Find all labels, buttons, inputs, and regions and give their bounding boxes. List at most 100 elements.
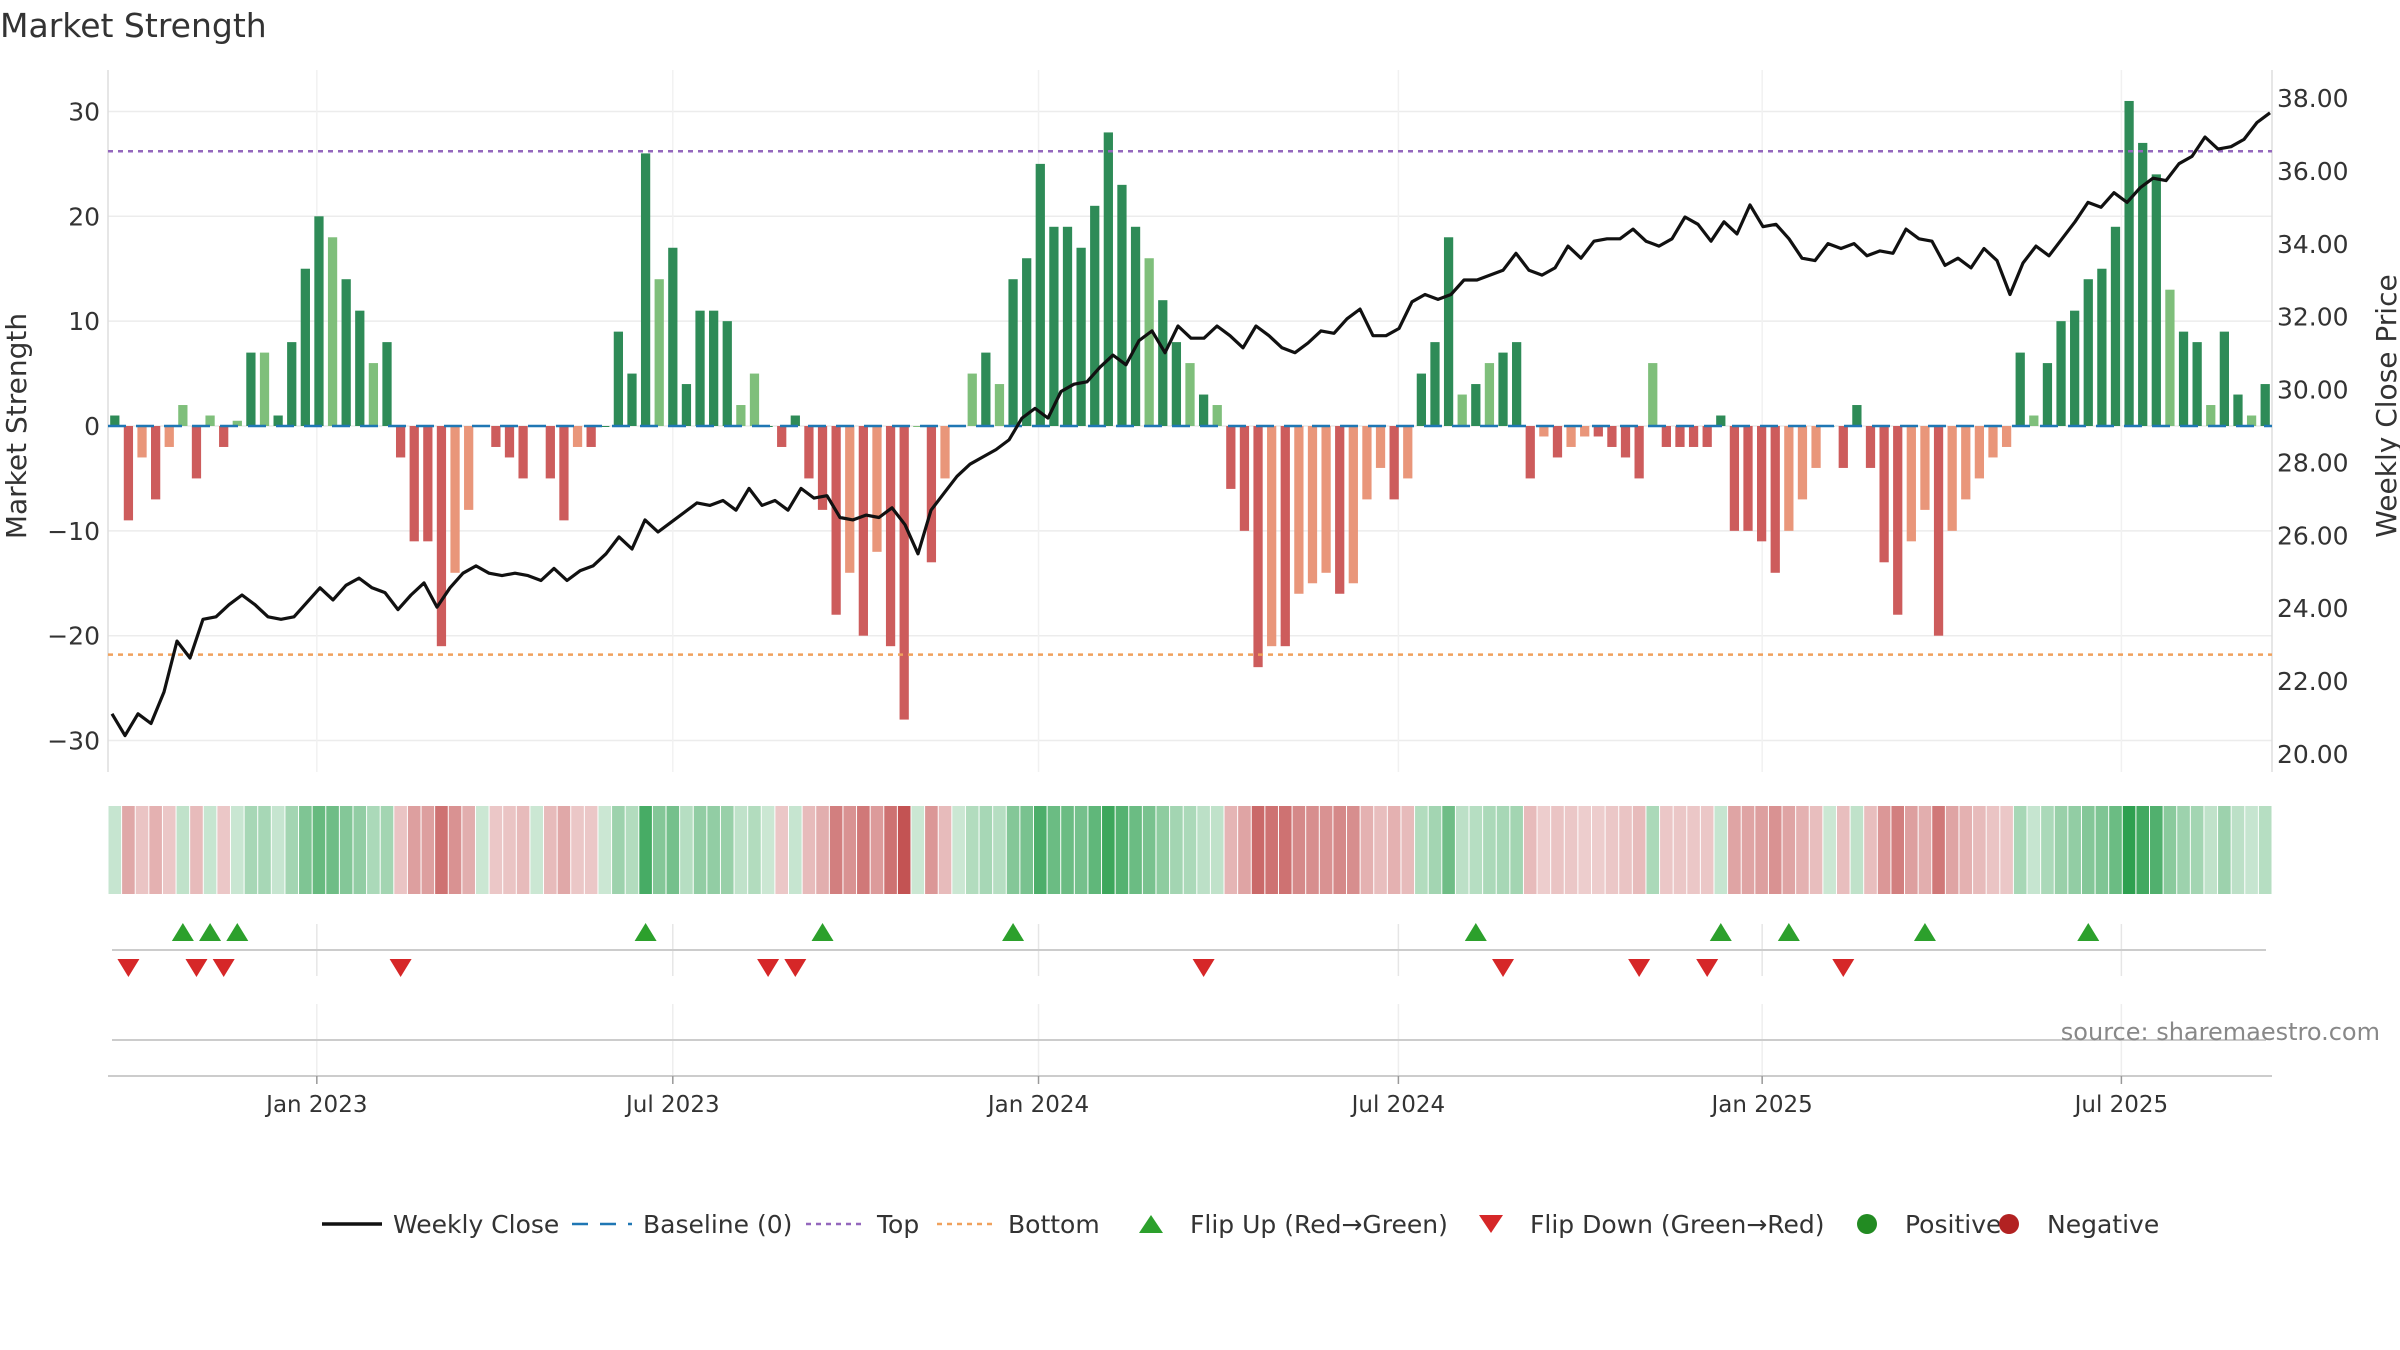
strength-heat-cell (897, 806, 911, 894)
flip-down-marker (117, 959, 140, 977)
strength-heat-cell (612, 806, 625, 894)
y-right-tick-label: 26.00 (2277, 521, 2349, 550)
strength-bar (2083, 279, 2093, 426)
strength-heat-cell (925, 806, 938, 894)
strength-heat-cell (1510, 806, 1523, 894)
y-right-tick-label: 22.00 (2277, 667, 2349, 696)
strength-bar (1280, 426, 1290, 647)
strength-heat-cell (1183, 806, 1197, 894)
strength-bar (1185, 363, 1195, 426)
strength-heat-cell (557, 806, 571, 894)
strength-heat-cell (1619, 806, 1632, 894)
strength-bar (287, 342, 297, 426)
strength-bar (1430, 342, 1440, 426)
strength-heat-cell (2163, 806, 2177, 894)
strength-bar (1702, 426, 1712, 447)
strength-bar (668, 247, 678, 426)
strength-heat-cell (2218, 806, 2231, 894)
strength-bar (219, 426, 229, 447)
strength-heat-cell (761, 806, 775, 894)
strength-bar (2165, 289, 2175, 426)
strength-heat-cell (380, 806, 394, 894)
strength-bar (1171, 342, 1182, 426)
strength-bar (246, 352, 256, 426)
legend-swatch-circle (1857, 1214, 1877, 1234)
strength-heat-cell (2041, 806, 2054, 894)
strength-bar (1552, 426, 1563, 458)
strength-heat-cell (1278, 806, 1292, 894)
strength-heat-cell (707, 806, 720, 894)
strength-bar (940, 426, 950, 479)
strength-heat-cell (2190, 806, 2204, 894)
strength-bar (1893, 426, 1903, 615)
strength-heat-cell (1306, 806, 1319, 894)
strength-bar (1770, 426, 1780, 573)
strength-bar (2260, 384, 2270, 426)
strength-heat-cell (693, 806, 707, 894)
strength-heat-cell (271, 806, 285, 894)
strength-heat-cell (1605, 806, 1619, 894)
strength-heat-cell (299, 806, 312, 894)
strength-bar (2219, 331, 2229, 426)
strength-bar (178, 405, 188, 426)
strength-heat-cell (176, 806, 190, 894)
strength-bar (899, 426, 909, 720)
legend-label: Top (876, 1210, 919, 1239)
strength-bar (2110, 226, 2121, 426)
strength-heat-cell (2136, 806, 2150, 894)
strength-heat-cell (2150, 806, 2163, 894)
strength-heat-cell (1210, 806, 1224, 894)
strength-bar (981, 352, 991, 426)
strength-heat-cell (2109, 806, 2122, 894)
strength-heat-cell (1891, 806, 1905, 894)
strength-bar (341, 279, 351, 426)
y-right-tick-label: 28.00 (2277, 448, 2349, 477)
legend-label: Bottom (1008, 1210, 1100, 1239)
strength-bar (2151, 174, 2161, 426)
y-right-tick-label: 32.00 (2277, 303, 2349, 332)
strength-heat-cell (1973, 806, 1986, 894)
strength-heat-cell (789, 806, 802, 894)
strength-heat-cell (353, 806, 367, 894)
strength-bar (1090, 205, 1100, 426)
strength-bar (314, 216, 324, 426)
strength-heat-cell (639, 806, 652, 894)
strength-heat-cell (625, 806, 639, 894)
strength-heat-cell (339, 806, 353, 894)
strength-bar (1335, 426, 1345, 594)
strength-heat-cell (2027, 806, 2041, 894)
x-tick-label: Jan 2025 (1710, 1092, 1813, 1118)
flip-down-marker (757, 959, 780, 977)
strength-heat-cell (870, 806, 884, 894)
strength-heat-cell (108, 806, 122, 894)
strength-bar (1321, 426, 1331, 573)
strength-bar (1130, 226, 1141, 426)
strength-bar (885, 426, 896, 647)
strength-heat-cell (503, 806, 516, 894)
strength-heat-cell (1415, 806, 1428, 894)
strength-bar (1920, 426, 1930, 510)
strength-heat-cell (1823, 806, 1836, 894)
strength-bar (1784, 426, 1794, 531)
strength-heat-cell (1319, 806, 1333, 894)
flip-up-marker (634, 923, 657, 941)
strength-bar (382, 342, 392, 426)
strength-heat-cell (544, 806, 557, 894)
y-left-tick-label: −20 (47, 622, 100, 651)
strength-bar (709, 310, 719, 426)
strength-bar (1906, 426, 1916, 542)
strength-bar (1049, 226, 1059, 426)
strength-heat-cell (1741, 806, 1755, 894)
strength-heat-cell (2081, 806, 2095, 894)
strength-bar (2015, 352, 2025, 426)
strength-bar (1457, 394, 1467, 426)
strength-bar (1607, 426, 1617, 447)
strength-bar (1198, 394, 1209, 426)
strength-bar (1484, 363, 1495, 426)
strength-bar (586, 426, 596, 447)
strength-heat-cell (435, 806, 448, 894)
strength-bar (1239, 426, 1250, 531)
strength-bar (722, 321, 732, 426)
strength-bar (600, 426, 610, 427)
